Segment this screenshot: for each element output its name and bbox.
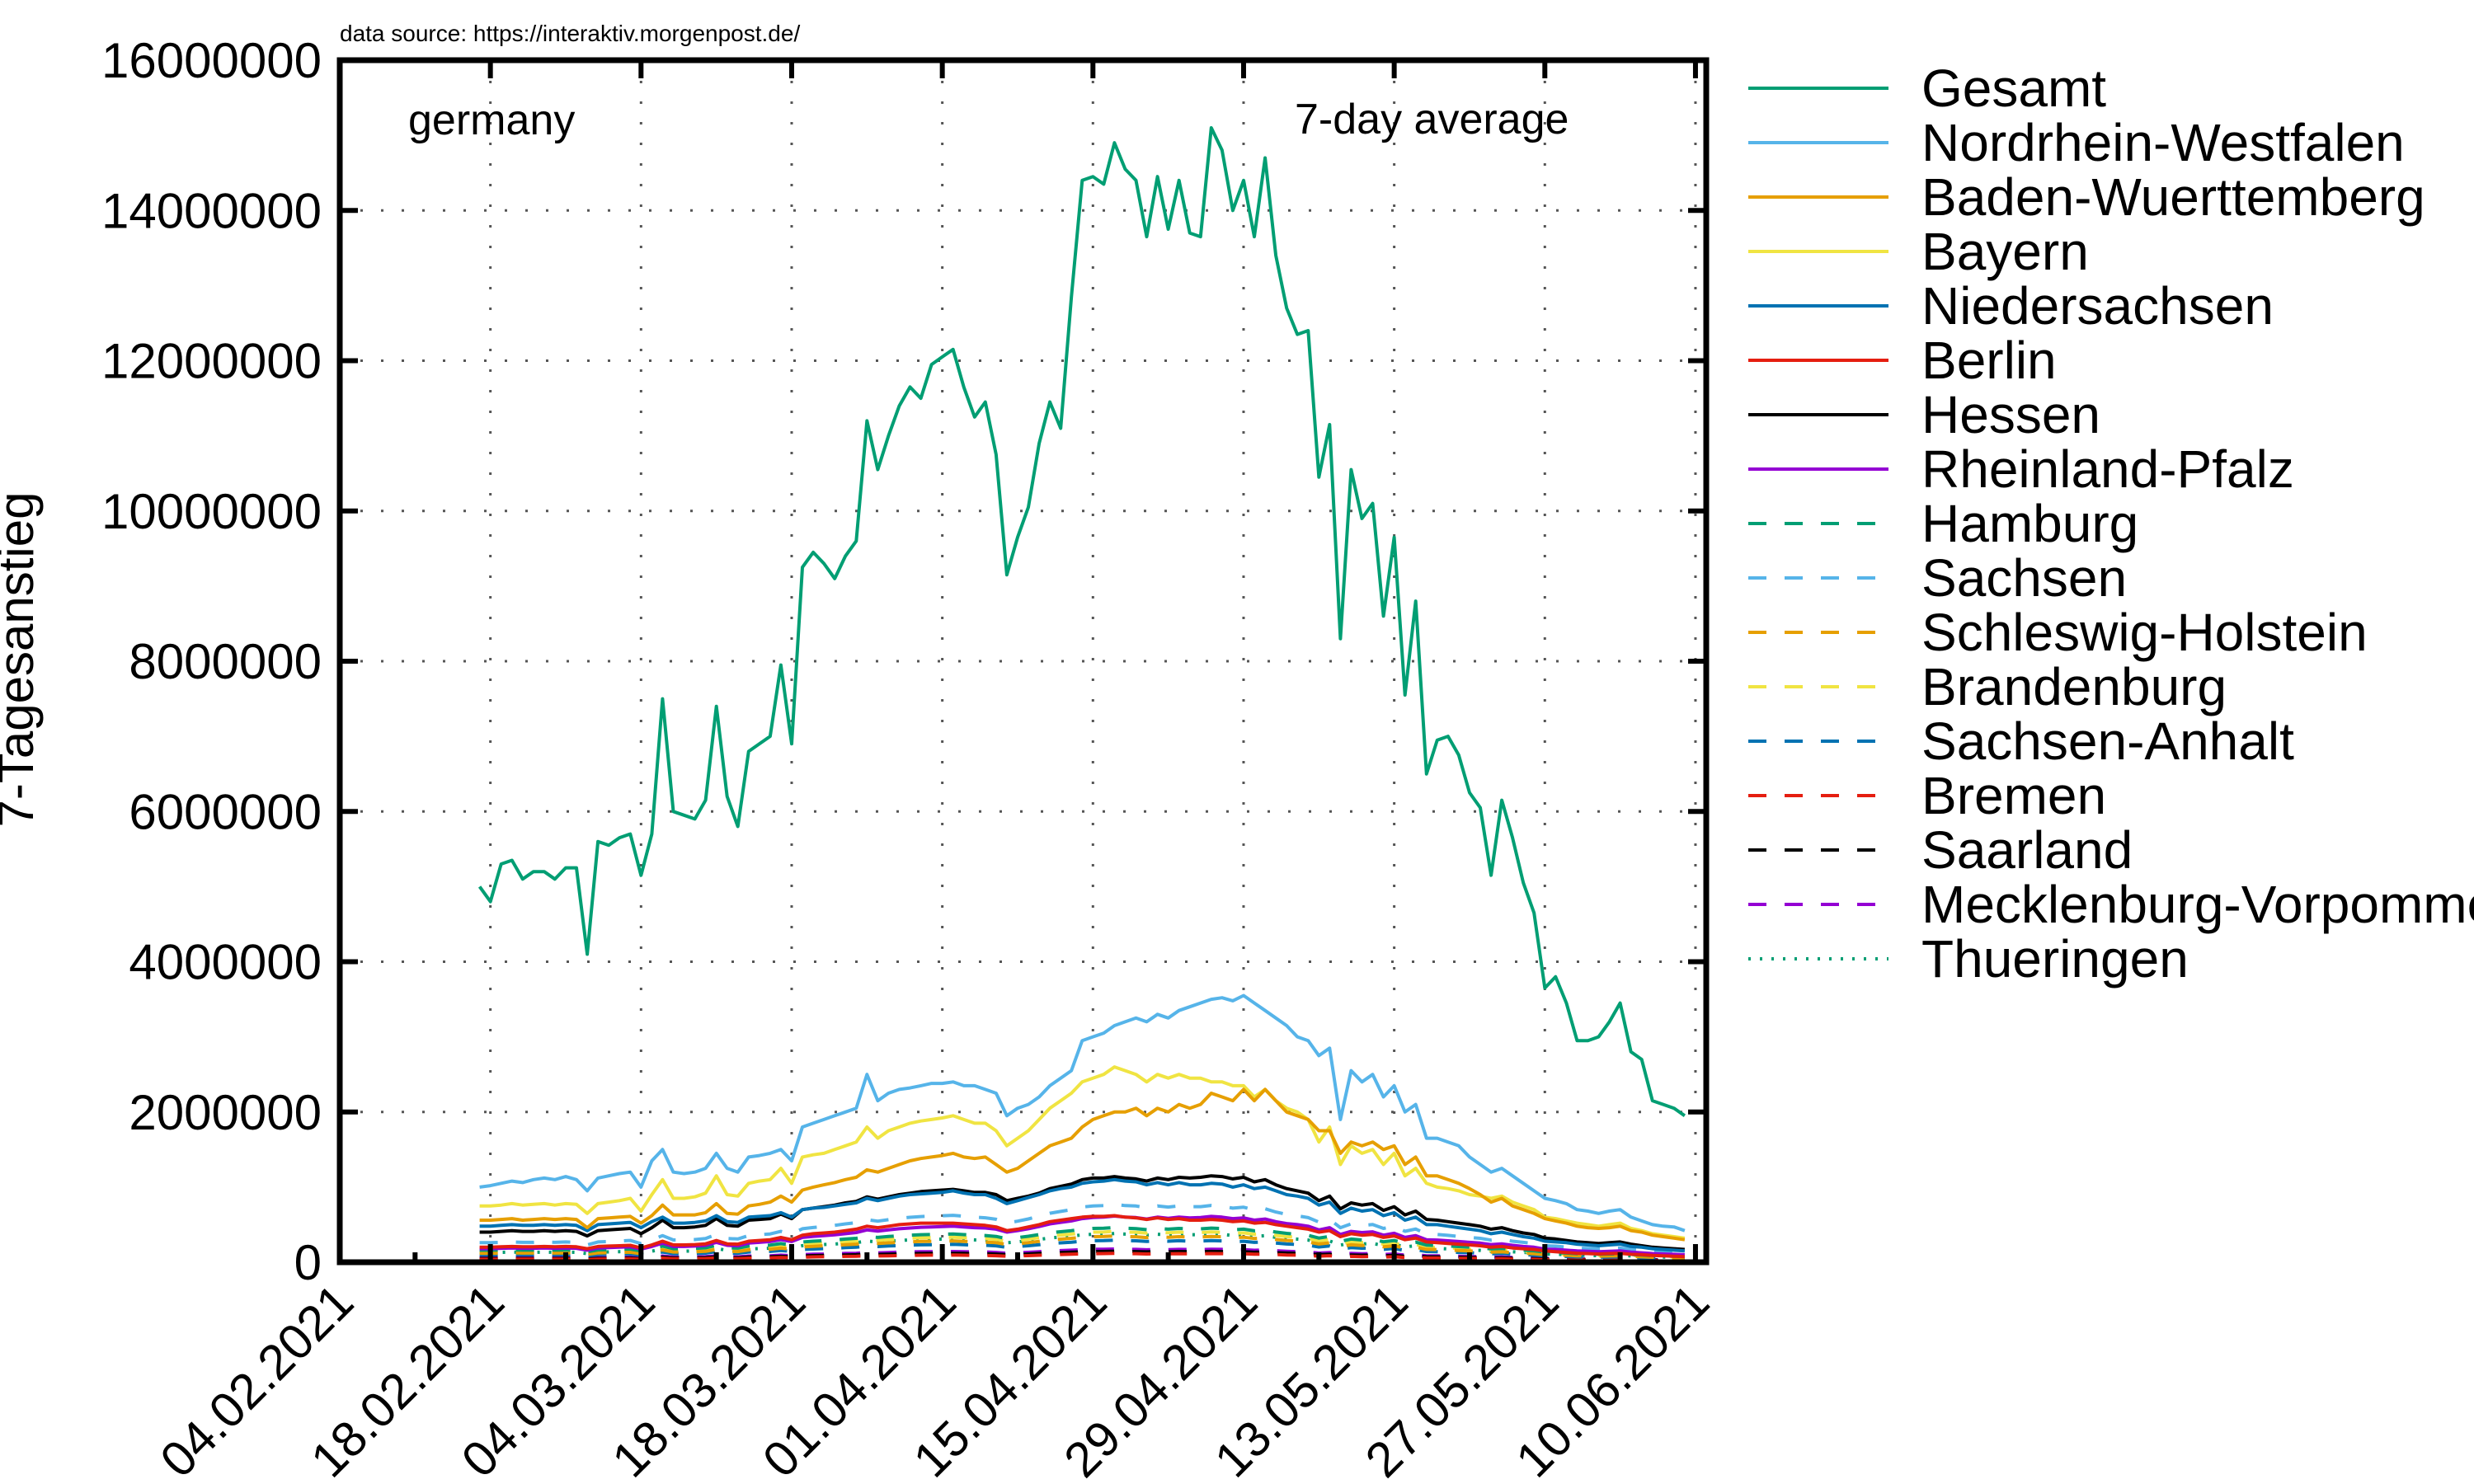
series-line-niedersachsen xyxy=(479,1177,1686,1253)
legend-label: Bayern xyxy=(1921,222,2089,281)
series-line-berlin xyxy=(479,1214,1685,1259)
legend-label: Hamburg xyxy=(1921,494,2138,553)
y-tick-label: 0 xyxy=(294,1235,322,1290)
series-line-gesamt xyxy=(477,126,1686,1117)
legend-label: Hessen xyxy=(1921,385,2100,444)
legend-label: Schleswig-Holstein xyxy=(1921,603,2368,662)
x-ticks: 04.02.202118.02.202104.03.202118.03.2021… xyxy=(149,60,1719,1484)
y-axis-label: 7-Tagesanstieg xyxy=(0,492,44,828)
legend-label: Nordrhein-Westfalen xyxy=(1921,113,2405,172)
legend: GesamtNordrhein-WestfalenBaden-Wuerttemb… xyxy=(1748,59,2474,989)
legend-label: Rheinland-Pfalz xyxy=(1921,439,2294,499)
legend-label: Sachsen-Anhalt xyxy=(1921,711,2294,771)
y-tick-label: 2000000 xyxy=(129,1085,322,1140)
legend-label: Brandenburg xyxy=(1921,657,2227,716)
y-tick-label: 4000000 xyxy=(129,935,322,990)
series-lines xyxy=(477,126,1686,1263)
y-tick-label: 14000000 xyxy=(101,183,322,238)
plot-frame xyxy=(336,57,1710,1266)
y-tick-label: 12000000 xyxy=(101,334,322,389)
legend-label: Saarland xyxy=(1921,820,2133,880)
chart-title: germany xyxy=(408,96,575,144)
legend-label: Berlin xyxy=(1921,331,2057,390)
axes xyxy=(336,57,1710,1266)
y-tick-label: 8000000 xyxy=(129,634,322,689)
y-tick-label: 6000000 xyxy=(129,784,322,839)
y-tick-label: 10000000 xyxy=(101,484,322,539)
legend-label: Bremen xyxy=(1921,766,2106,825)
legend-label: Gesamt xyxy=(1921,59,2106,118)
legend-label: Thueringen xyxy=(1921,929,2189,989)
grid xyxy=(340,60,1706,1262)
source-note: data source: https://interaktiv.morgenpo… xyxy=(340,21,800,46)
legend-label: Sachsen xyxy=(1921,548,2127,608)
y-tick-label: 16000000 xyxy=(101,33,322,88)
series-line-hessen xyxy=(479,1174,1686,1252)
legend-label: Baden-Wuerttemberg xyxy=(1921,167,2425,227)
chart-subtitle: 7-day average xyxy=(1295,96,1569,143)
series-line-baden-wuerttemberg xyxy=(479,1087,1686,1242)
y-ticks: 0 2000000 4000000 6000000 8000000 10000000 120… xyxy=(101,33,1706,1290)
series-line-nordrhein-westfalen xyxy=(479,993,1686,1233)
legend-label: Niedersachsen xyxy=(1921,276,2274,336)
series-line-sachsen xyxy=(479,1202,1685,1255)
legend-label: Mecklenburg-Vorpommern xyxy=(1921,875,2474,934)
